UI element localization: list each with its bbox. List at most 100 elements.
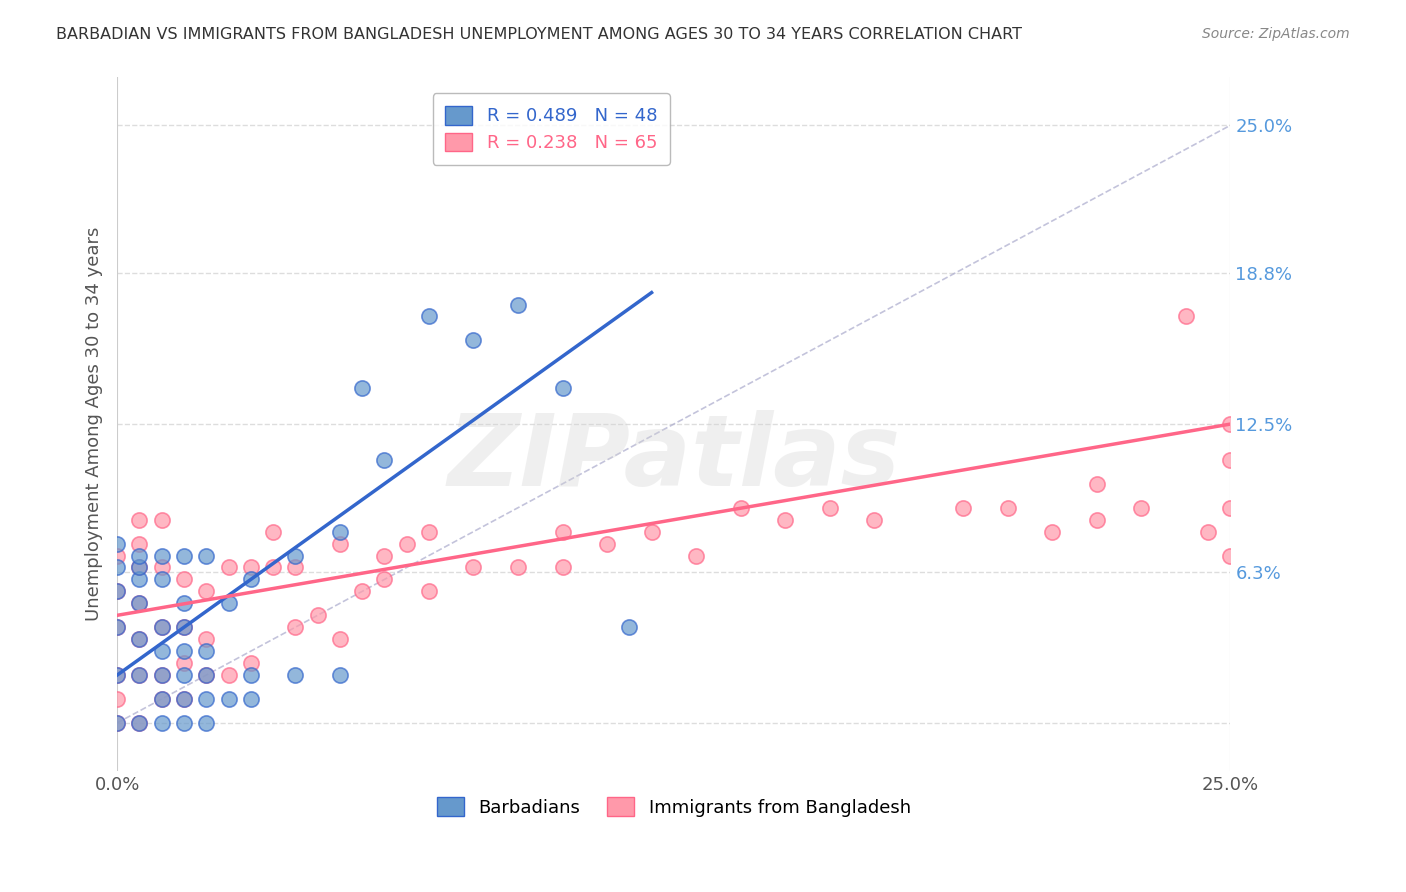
Y-axis label: Unemployment Among Ages 30 to 34 years: Unemployment Among Ages 30 to 34 years [86, 227, 103, 621]
Point [506, 297, 529, 311]
Point [128, 668, 150, 682]
Point [195, 632, 218, 647]
Point [195, 715, 218, 730]
Point [551, 560, 574, 574]
Point [329, 668, 352, 682]
Point [173, 692, 195, 706]
Point [150, 644, 173, 658]
Point [105, 715, 128, 730]
Point [173, 656, 195, 670]
Point [773, 513, 796, 527]
Point [128, 560, 150, 574]
Point [150, 549, 173, 563]
Point [173, 549, 195, 563]
Point [128, 596, 150, 610]
Point [128, 596, 150, 610]
Point [997, 500, 1019, 515]
Point [218, 560, 240, 574]
Point [150, 715, 173, 730]
Point [373, 453, 395, 467]
Point [551, 381, 574, 395]
Point [218, 596, 240, 610]
Point [173, 620, 195, 634]
Point [128, 549, 150, 563]
Point [863, 513, 886, 527]
Point [128, 668, 150, 682]
Point [173, 620, 195, 634]
Point [463, 334, 485, 348]
Point [239, 573, 262, 587]
Point [1085, 476, 1108, 491]
Point [105, 549, 128, 563]
Point [1197, 524, 1219, 539]
Point [551, 524, 574, 539]
Point [195, 668, 218, 682]
Point [105, 584, 128, 599]
Point [1174, 310, 1197, 324]
Point [173, 715, 195, 730]
Point [239, 692, 262, 706]
Point [173, 573, 195, 587]
Point [1219, 500, 1241, 515]
Point [329, 632, 352, 647]
Point [730, 500, 752, 515]
Point [619, 620, 641, 634]
Point [150, 668, 173, 682]
Point [640, 524, 662, 539]
Legend: Barbadians, Immigrants from Bangladesh: Barbadians, Immigrants from Bangladesh [430, 790, 918, 824]
Point [218, 668, 240, 682]
Point [173, 668, 195, 682]
Point [284, 560, 307, 574]
Point [418, 524, 440, 539]
Point [150, 668, 173, 682]
Point [352, 584, 374, 599]
Point [105, 584, 128, 599]
Point [307, 608, 329, 623]
Point [818, 500, 841, 515]
Point [463, 560, 485, 574]
Point [418, 584, 440, 599]
Point [195, 692, 218, 706]
Point [128, 715, 150, 730]
Point [418, 310, 440, 324]
Point [1219, 549, 1241, 563]
Point [150, 573, 173, 587]
Point [596, 536, 619, 550]
Point [373, 549, 395, 563]
Point [218, 692, 240, 706]
Point [195, 668, 218, 682]
Point [105, 560, 128, 574]
Point [128, 560, 150, 574]
Point [105, 715, 128, 730]
Point [1130, 500, 1153, 515]
Point [1219, 417, 1241, 431]
Point [239, 668, 262, 682]
Point [352, 381, 374, 395]
Point [105, 668, 128, 682]
Point [284, 549, 307, 563]
Point [329, 524, 352, 539]
Point [506, 560, 529, 574]
Point [239, 560, 262, 574]
Point [128, 536, 150, 550]
Point [150, 692, 173, 706]
Point [284, 668, 307, 682]
Point [150, 620, 173, 634]
Point [173, 692, 195, 706]
Point [128, 573, 150, 587]
Point [105, 620, 128, 634]
Point [195, 549, 218, 563]
Point [239, 656, 262, 670]
Point [128, 715, 150, 730]
Point [105, 620, 128, 634]
Point [284, 620, 307, 634]
Point [395, 536, 418, 550]
Point [128, 632, 150, 647]
Point [195, 584, 218, 599]
Text: ZIPatlas: ZIPatlas [447, 410, 900, 508]
Point [150, 692, 173, 706]
Point [105, 692, 128, 706]
Point [128, 513, 150, 527]
Point [150, 513, 173, 527]
Point [952, 500, 974, 515]
